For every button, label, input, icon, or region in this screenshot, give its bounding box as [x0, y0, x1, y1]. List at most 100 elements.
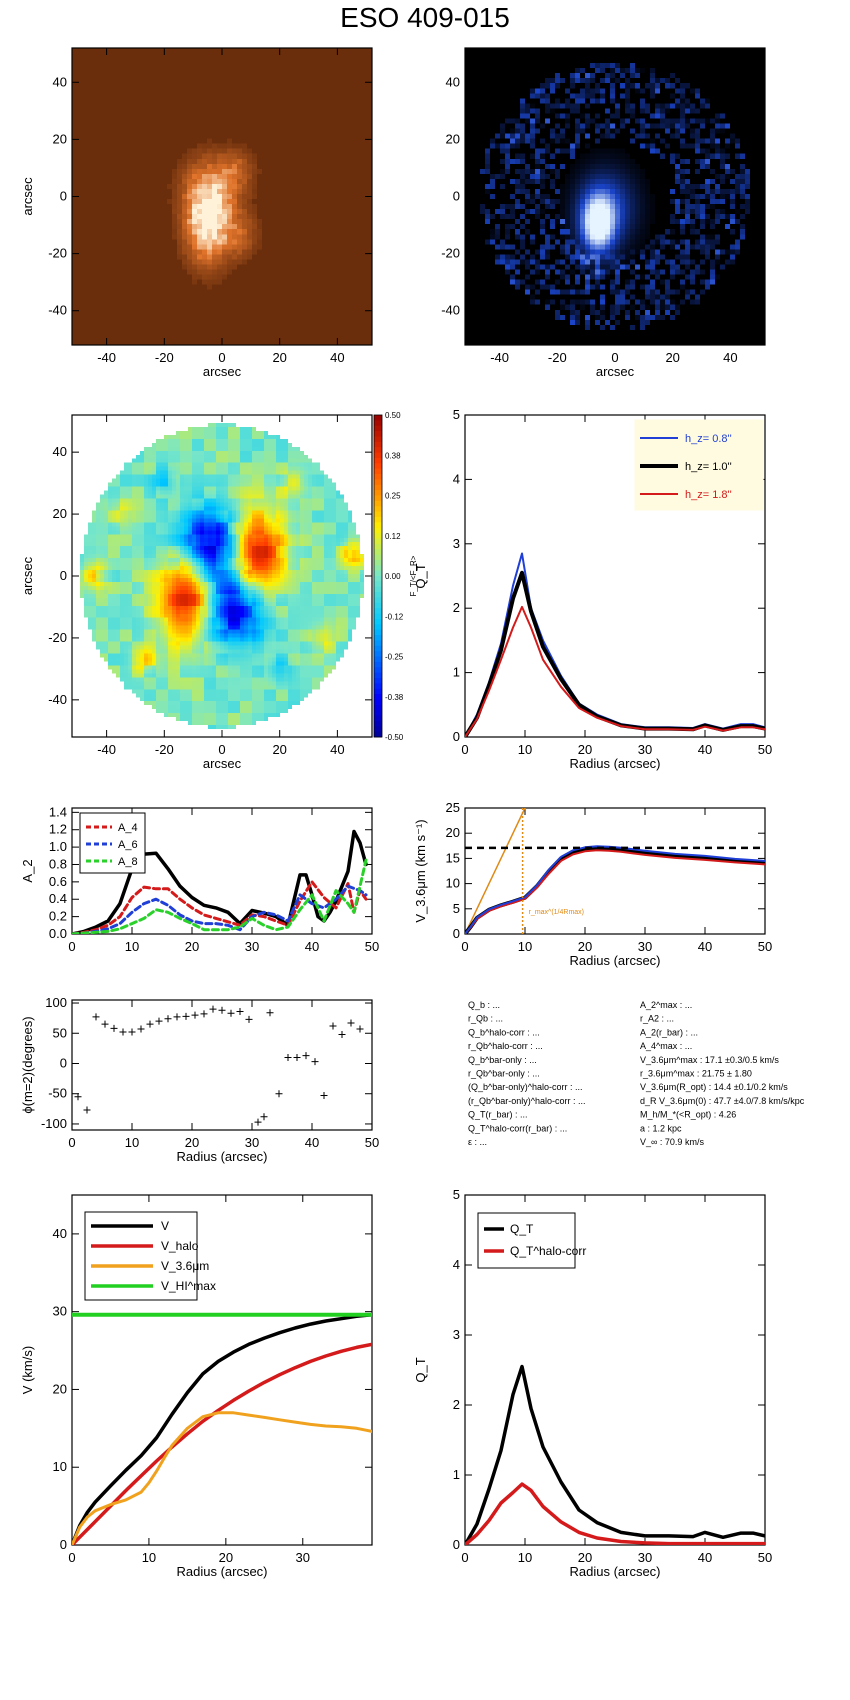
heat-cell — [72, 229, 78, 235]
heat-cell — [92, 163, 98, 170]
heat-cell — [550, 88, 556, 94]
heat-cell — [252, 219, 258, 225]
heat-cell — [570, 279, 576, 285]
heat-cell — [112, 168, 118, 175]
heat-cell — [307, 274, 313, 280]
heat-cell — [167, 103, 173, 109]
heat-cell — [520, 234, 526, 240]
heat-cell — [177, 63, 183, 69]
heat-cell — [580, 264, 586, 270]
heat-cell — [82, 224, 88, 230]
heat-cell — [342, 108, 348, 114]
heat-cell — [317, 138, 323, 145]
heat-cell — [237, 214, 243, 220]
heat-cell — [565, 239, 571, 245]
heat-cell — [127, 214, 133, 220]
heat-cell — [157, 108, 163, 114]
heat-cell — [172, 148, 178, 155]
heat-cell — [227, 78, 233, 84]
heat-cell — [475, 188, 481, 195]
heat-cell — [132, 153, 138, 160]
heat-cell — [207, 329, 213, 336]
heat-cell — [302, 163, 308, 170]
heat-cell — [142, 88, 148, 94]
heat-cell — [495, 193, 501, 200]
heat-cell — [217, 274, 223, 280]
heat-cell — [470, 199, 476, 205]
heat-cell — [545, 229, 551, 235]
heat-cell — [545, 178, 551, 185]
heat-cell — [307, 284, 313, 291]
heat-cell — [247, 128, 253, 134]
heat-cell — [107, 188, 113, 195]
heat-cell — [207, 299, 213, 306]
heat-cell — [545, 118, 551, 124]
heat-cell — [302, 158, 308, 165]
heat-cell — [112, 249, 118, 255]
heat-cell — [475, 199, 481, 205]
heat-cell — [232, 249, 238, 255]
heat-cell — [227, 244, 233, 250]
heat-cell — [107, 78, 113, 84]
heat-cell — [530, 254, 536, 260]
heat-cell — [357, 108, 363, 114]
heat-cell — [475, 259, 481, 265]
heat-cell — [132, 148, 138, 155]
heat-cell — [357, 199, 363, 205]
heat-cell — [192, 118, 198, 124]
heat-cell — [252, 339, 258, 346]
heat-cell — [505, 234, 511, 240]
heat-cell — [172, 334, 178, 341]
heat-cell — [312, 183, 318, 190]
heat-cell — [505, 113, 511, 119]
heat-cell — [252, 274, 258, 280]
heat-cell — [297, 123, 303, 129]
heat-cell — [535, 183, 541, 190]
heat-cell — [307, 199, 313, 205]
heat-cell — [342, 193, 348, 200]
heat-cell — [282, 229, 288, 235]
heat-cell — [107, 153, 113, 160]
heat-cell — [262, 93, 268, 99]
heat-cell — [172, 143, 178, 150]
heat-cell — [297, 168, 303, 175]
heat-cell — [102, 83, 108, 89]
heat-cell — [92, 123, 98, 129]
heat-cell — [580, 244, 586, 250]
heat-cell — [485, 183, 491, 190]
heat-cell — [247, 209, 253, 215]
heat-cell — [535, 63, 541, 69]
heat-cell — [525, 274, 531, 280]
heat-cell — [207, 73, 213, 79]
heat-cell — [242, 103, 248, 109]
heat-cell — [102, 284, 108, 291]
heat-cell — [242, 188, 248, 195]
heat-cell — [97, 193, 103, 200]
heat-cell — [202, 299, 208, 306]
heat-cell — [207, 249, 213, 255]
heat-cell — [202, 339, 208, 346]
heat-cell — [247, 269, 253, 275]
heat-cell — [72, 98, 78, 104]
heat-cell — [197, 204, 203, 210]
heat-cell — [550, 158, 556, 165]
heat-cell — [117, 108, 123, 114]
heat-cell — [495, 103, 501, 109]
heat-cell — [117, 264, 123, 270]
heat-cell — [367, 133, 373, 140]
heat-cell — [167, 279, 173, 285]
heat-cell — [535, 178, 541, 185]
heat-cell — [580, 299, 586, 306]
heat-cell — [555, 219, 561, 225]
heat-cell — [575, 83, 581, 89]
heat-cell — [317, 209, 323, 215]
heat-cell — [272, 339, 278, 346]
heat-cell — [347, 68, 353, 74]
heat-cell — [550, 103, 556, 109]
heat-cell — [77, 209, 83, 215]
heat-cell — [505, 123, 511, 129]
heat-cell — [102, 133, 108, 140]
heat-cell — [107, 53, 113, 59]
heat-cell — [262, 88, 268, 94]
heat-cell — [227, 118, 233, 124]
